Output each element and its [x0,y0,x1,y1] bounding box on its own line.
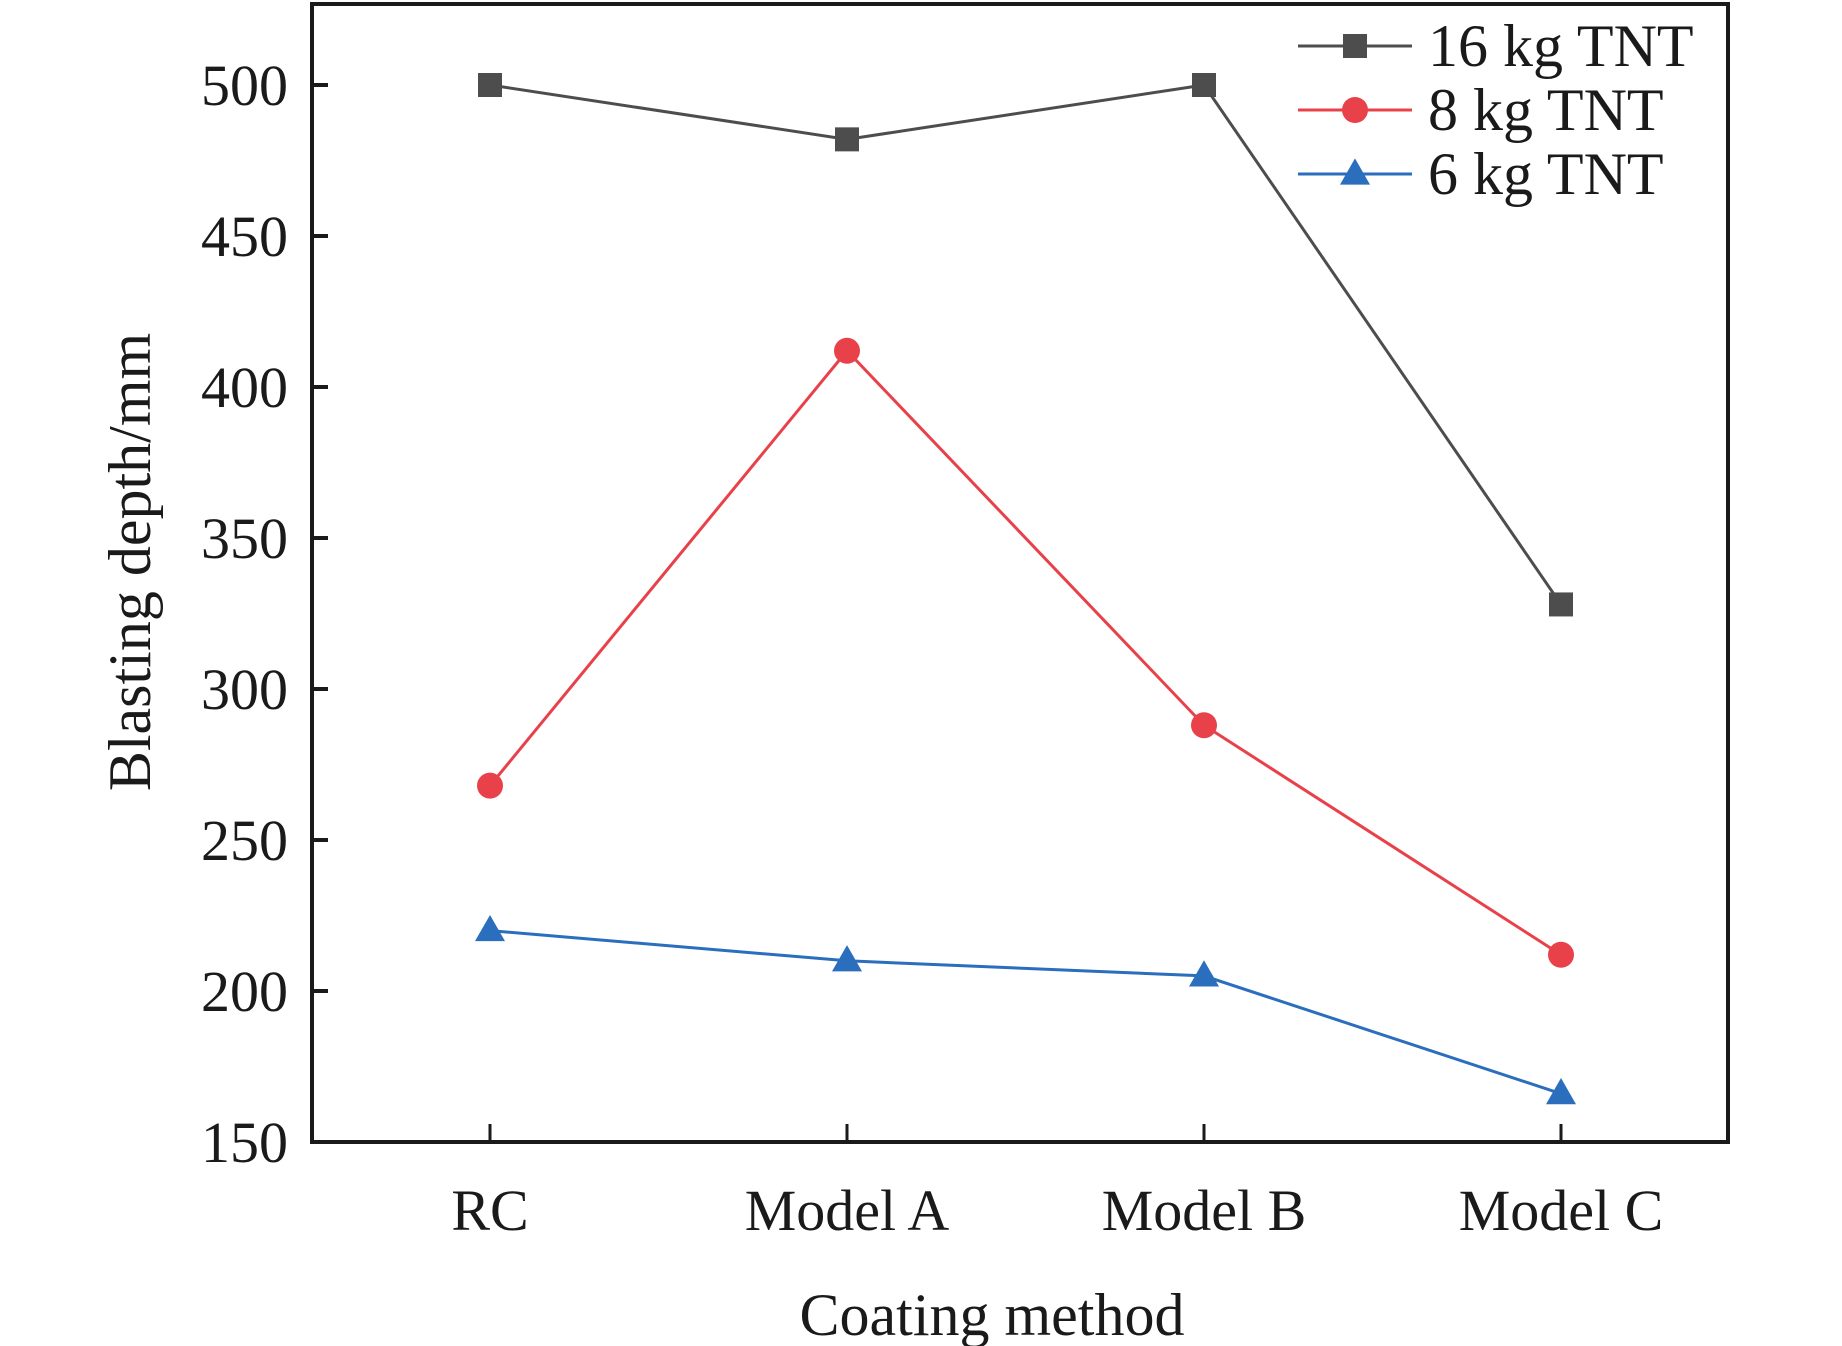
y-tick-label: 350 [201,506,288,571]
series-line [489,83,1563,606]
x-tick-label: Model B [1102,1178,1307,1243]
data-point [1548,941,1574,968]
y-tick-label: 150 [201,1110,288,1175]
legend-marker-triangle-icon [1340,158,1370,185]
data-point [1191,712,1217,739]
series-layer [475,73,1576,1105]
data-point [1546,1078,1576,1105]
legend-label: 16 kg TNT [1428,13,1694,79]
y-tick-label: 450 [201,204,288,269]
y-tick-label: 200 [201,959,288,1024]
legend-item: 16 kg TNT [1298,13,1694,79]
legend-label: 6 kg TNT [1428,141,1664,207]
legend-label: 8 kg TNT [1428,77,1664,143]
x-axis: RC Model A Model B Model C [451,1124,1663,1243]
data-point [832,945,862,972]
series-line [489,929,1562,1096]
y-tick-label: 300 [201,657,288,722]
series-8-kg-tnt [477,337,1574,968]
series-6-kg-tnt [475,914,1576,1105]
legend-marker-circle-icon [1342,97,1368,123]
data-point [1192,73,1216,97]
plot-frame [310,2,1730,1144]
data-point [475,914,505,942]
legend-marker-square-icon [1343,34,1367,58]
legend-item: 8 kg TNT [1298,77,1664,143]
series-line [488,348,1562,957]
x-tick-label: RC [451,1178,528,1243]
data-point [835,127,859,152]
y-axis: 150 200 250 300 350 400 450 500 [201,53,328,1175]
data-point [1189,960,1219,987]
series-16-kg-tnt [478,73,1573,617]
x-axis-title: Coating method [800,1282,1185,1346]
y-tick-label: 250 [201,808,288,873]
y-tick-label: 500 [201,53,288,118]
data-point [477,772,503,799]
x-tick-label: Model A [745,1178,950,1243]
data-point [1549,592,1573,617]
data-point [478,73,502,97]
y-tick-label: 400 [201,355,288,420]
data-point [834,337,860,364]
legend-item: 6 kg TNT [1298,141,1664,207]
x-tick-label: Model C [1459,1178,1664,1243]
y-axis-title: Blasting depth/mm [97,333,163,791]
